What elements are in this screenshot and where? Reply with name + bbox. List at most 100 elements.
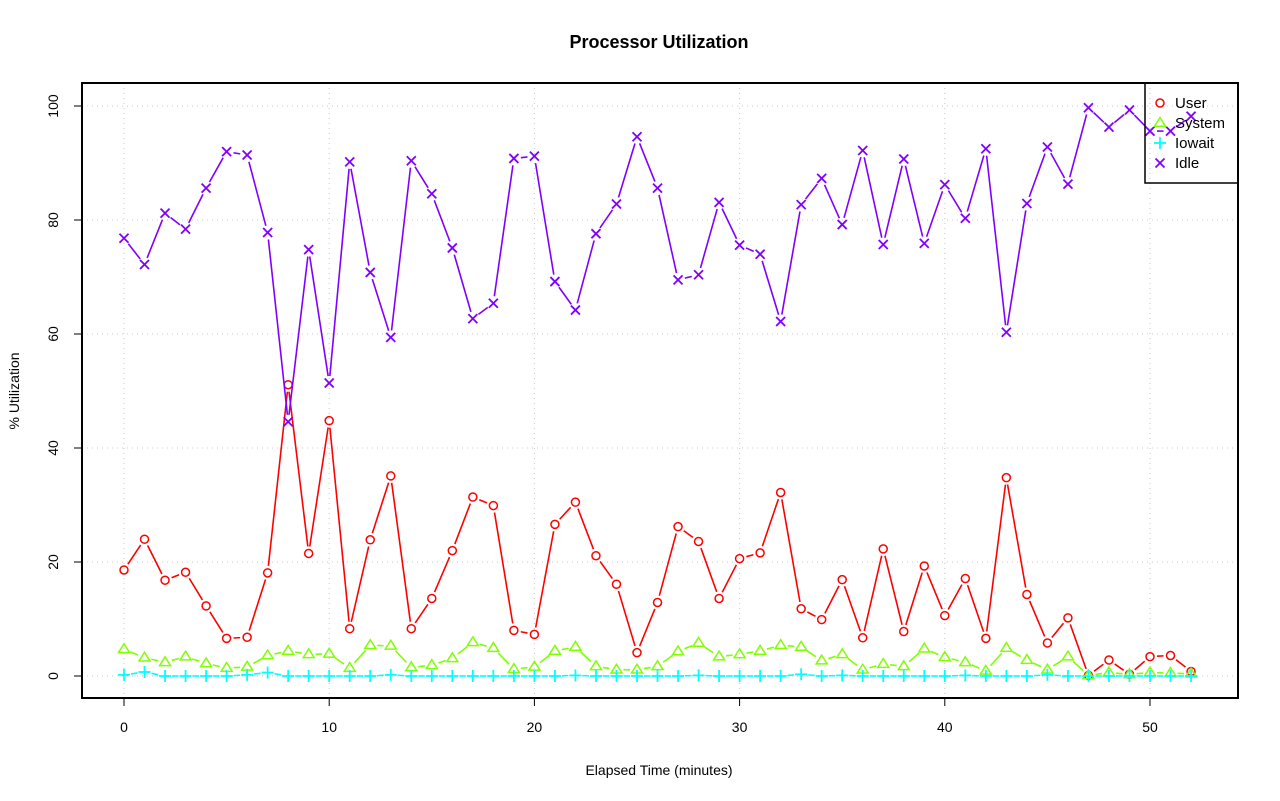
series-idle-segment [843,156,862,219]
series-system-point [671,644,685,656]
series-idle-segment [558,286,572,305]
series-idle-point [816,173,827,184]
x-tick-label: 10 [321,719,337,735]
series-user-segment [683,530,694,539]
series-user-segment [559,506,572,520]
series-system-segment [869,665,877,669]
series-system-point [999,641,1014,653]
series-iowait-point [261,666,274,679]
series-user-point [673,521,683,532]
series-iowait-point [200,670,213,682]
series-idle-point [1062,178,1074,190]
series-user-segment [127,544,142,565]
series-iowait-point [938,670,951,682]
series-idle-point [570,304,581,316]
series-idle-segment [233,151,241,155]
series-idle-point [878,239,889,250]
series-iowait-point [589,670,602,682]
series-idle-point [118,233,130,244]
series-iowait-point [733,670,746,682]
series-user-segment [454,503,472,545]
series-user-point [386,471,396,481]
series-iowait-segment [151,672,159,676]
series-system-segment [579,651,592,663]
series-iowait-point [487,670,500,682]
series-user-segment [617,590,636,647]
series-idle-segment [127,243,141,260]
series-user-segment [209,611,224,633]
series-system-point [363,638,378,650]
series-user-point [570,497,581,507]
series-idle-point [960,213,971,224]
series-idle-segment [414,166,429,189]
series-system-segment [1032,662,1042,668]
legend-label-user: User [1175,95,1207,112]
series-system-segment [1052,659,1063,667]
series-idle-point [549,276,561,287]
series-system-segment [971,664,980,669]
series-iowait-point [528,670,541,682]
series-idle-segment [617,143,636,198]
series-user-point [262,568,273,578]
series-user-segment [1114,663,1125,671]
series-user-point [1001,472,1012,483]
series-user-point [201,601,211,611]
series-user-segment [966,584,985,633]
series-iowait-point [323,670,336,682]
series-system-segment [171,657,180,662]
series-idle-segment [288,256,309,415]
series-iowait-point [466,670,479,682]
series-idle-segment [658,194,678,274]
legend-iowait-icon [1154,137,1166,149]
series-idle-segment [599,209,614,229]
series-user-point [878,544,888,554]
series-user-segment [171,574,180,579]
series-system-point [281,644,296,655]
series-iowait-point [1061,670,1074,682]
series-iowait-point [138,666,151,679]
series-user-point [344,623,355,634]
series-iowait-point [610,670,623,682]
legend-box [1144,82,1239,184]
legend-label-system: System [1175,115,1225,132]
series-user-point [796,603,806,614]
series-system-segment [890,664,897,667]
y-tick-label: 80 [45,212,61,228]
series-system-segment [684,644,693,650]
series-user-point [611,579,622,589]
series-idle-point [365,267,376,278]
series-system-point [1061,649,1075,661]
series-system-point [876,657,891,669]
series-user-segment [985,484,1007,632]
series-system-segment [212,664,220,668]
series-idle-segment [985,155,1007,326]
series-user-point [365,535,375,545]
series-user-segment [761,498,780,547]
series-idle-point [590,228,602,239]
series-system-segment [479,643,487,647]
series-idle-point [180,223,191,235]
series-idle-point [139,259,150,270]
series-user-point [734,553,745,564]
series-idle-point [652,182,663,194]
x-tick-label: 20 [527,719,543,735]
series-system-point [199,656,213,668]
series-system-segment [989,652,1003,667]
series-user-point [427,593,437,604]
series-user-point [899,626,909,637]
x-tick-label: 30 [732,719,748,735]
series-iowait-point [1082,670,1095,682]
series-user-point [1042,638,1053,648]
series-idle-segment [1068,114,1088,178]
series-user-segment [248,579,267,631]
series-iowait-point [713,670,726,682]
series-iowait-point [425,670,438,682]
y-tick-label: 20 [45,554,61,570]
series-idle-segment [433,200,451,242]
series-user-segment [371,482,390,534]
series-system-point [465,635,480,647]
series-user-point [180,567,191,578]
series-iowait-point [1000,670,1013,682]
series-user-segment [188,577,204,601]
series-idle-segment [745,247,755,253]
